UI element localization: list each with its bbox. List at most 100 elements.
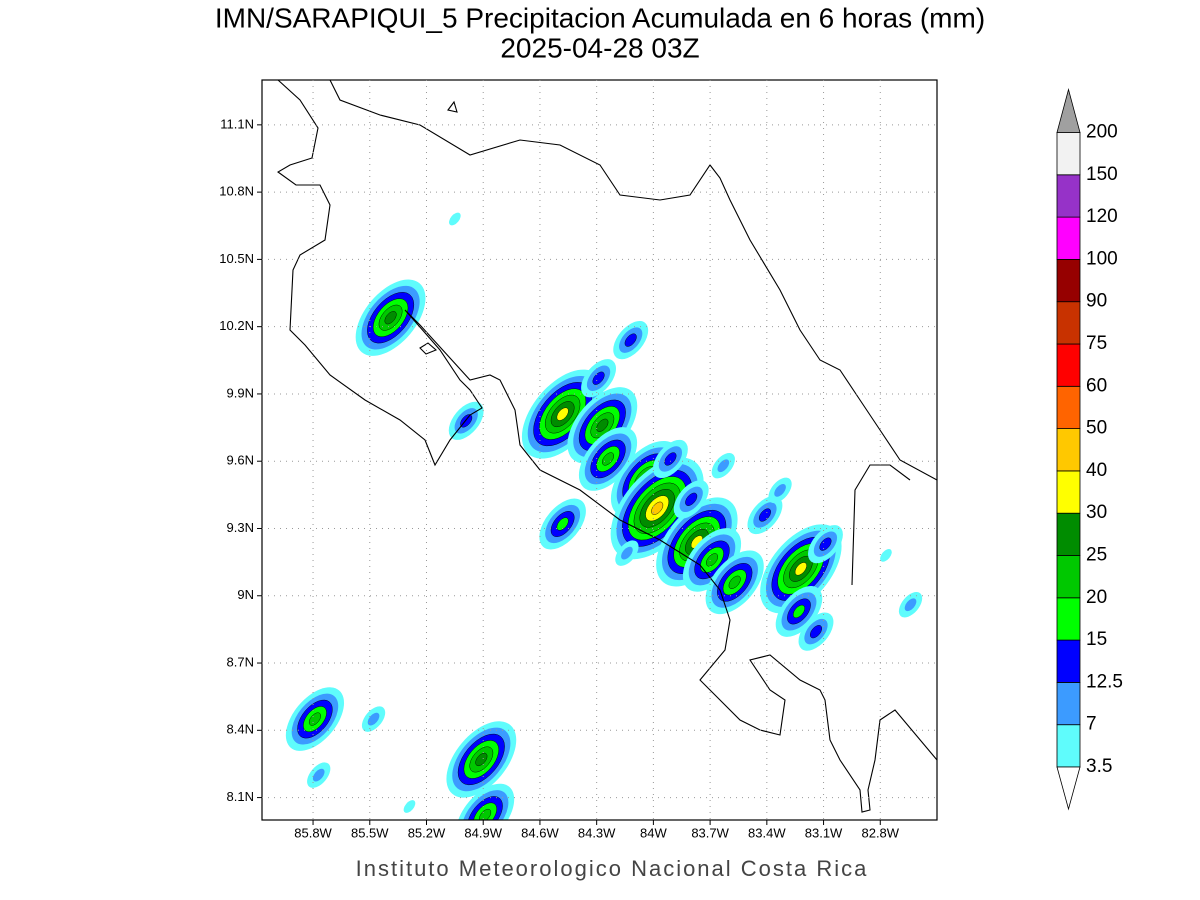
precip-contour <box>819 537 832 551</box>
colorbar-box <box>1056 258 1081 303</box>
colorbar-label: 50 <box>1086 418 1107 439</box>
precip-contour <box>705 553 719 567</box>
precip-contour <box>384 311 397 325</box>
x-tick-label: 84.9W <box>464 825 502 840</box>
y-tick-label: 10.8N <box>219 184 254 199</box>
x-tick-label: 83.7W <box>691 825 729 840</box>
precip-cell <box>613 321 649 360</box>
precip-cell <box>807 525 843 564</box>
colorbar-label: 3.5 <box>1086 756 1112 777</box>
precip-cell <box>449 212 461 226</box>
precip-contour <box>312 768 325 782</box>
y-tick-label: 9.9N <box>227 385 254 400</box>
precip-contour <box>685 492 698 506</box>
colorbar-label: 12.5 <box>1086 671 1123 692</box>
precip-contour <box>308 712 321 726</box>
precip-contour <box>794 562 807 576</box>
x-tick-label: 84.6W <box>521 825 559 840</box>
precip-contour <box>717 459 730 473</box>
x-tick-label: 84W <box>640 825 667 840</box>
precip-contour <box>475 752 488 767</box>
precip-cell <box>682 528 742 592</box>
precip-cell <box>355 279 426 356</box>
y-tick-label: 9.6N <box>227 453 254 468</box>
precip-cell <box>578 427 638 491</box>
colorbar-box <box>1056 132 1081 176</box>
precip-contour <box>601 452 615 466</box>
precip-contour <box>367 712 380 726</box>
precip-cell <box>747 495 783 535</box>
precip-contour <box>904 598 917 612</box>
y-tick-label: 9.3N <box>227 520 254 535</box>
colorbar-box <box>1056 174 1081 218</box>
x-tick-label: 84.3W <box>578 825 616 840</box>
precip-contour <box>592 371 605 385</box>
colorbar-box <box>1056 428 1081 472</box>
precip-layer <box>285 212 923 820</box>
precip-contour <box>880 549 892 562</box>
colorbar-label: 75 <box>1086 333 1107 354</box>
precip-cell <box>403 800 416 813</box>
precip-contour <box>774 484 786 497</box>
y-tick-label: 8.4N <box>227 722 254 737</box>
colorbar-box <box>1056 301 1081 345</box>
precip-cell <box>652 439 688 479</box>
precip-contour <box>621 546 633 560</box>
precip-contour <box>596 418 609 432</box>
colorbar-box <box>1056 385 1081 429</box>
colorbar-label: 15 <box>1086 629 1107 650</box>
precip-cell <box>673 480 709 519</box>
colorbar-box <box>1056 216 1081 260</box>
colorbar-label: 40 <box>1086 460 1107 481</box>
precip-cell <box>446 721 517 798</box>
colorbar-above <box>1056 87 1081 133</box>
colorbar-box <box>1056 512 1081 556</box>
colorbar-box <box>1056 682 1081 726</box>
colorbar-box <box>1056 555 1081 599</box>
precip-cell <box>307 762 331 788</box>
precip-cell <box>880 549 892 562</box>
precip-contour <box>556 407 569 421</box>
colorbar-box <box>1056 470 1081 514</box>
y-tick-label: 10.5N <box>219 251 254 266</box>
plot-frame <box>261 79 938 821</box>
y-tick-label: 11.1N <box>220 116 254 131</box>
x-tick-label: 82.8W <box>861 825 899 840</box>
x-tick-label: 83.4W <box>748 825 786 840</box>
y-tick-label: 10.2N <box>219 318 254 333</box>
coast-pacific <box>276 80 937 813</box>
colorbar-label: 7 <box>1086 714 1097 735</box>
map-footer: Instituto Meteorologico Nacional Costa R… <box>356 856 869 881</box>
colorbar-label: 20 <box>1086 587 1107 608</box>
colorbar-box <box>1056 343 1081 387</box>
colorbar-label: 25 <box>1086 545 1107 566</box>
map-title: IMN/SARAPIQUI_5 Precipitacion Acumulada … <box>215 2 985 33</box>
precip-contour <box>449 212 461 226</box>
colorbar-box <box>1056 724 1081 768</box>
precip-contour <box>403 800 416 813</box>
x-tick-label: 85.2W <box>408 825 446 840</box>
x-tick-label: 85.8W <box>294 825 332 840</box>
y-tick-label: 8.7N <box>227 654 254 669</box>
colorbar-label: 200 <box>1086 122 1118 143</box>
colorbar-box <box>1056 639 1081 683</box>
precip-cell <box>456 783 515 820</box>
border-panama <box>851 464 911 586</box>
precip-cell <box>768 477 792 504</box>
colorbar-label: 120 <box>1086 206 1118 227</box>
precip-cell <box>610 457 704 560</box>
precip-cell <box>898 592 923 618</box>
colorbar-label: 30 <box>1086 502 1107 523</box>
colorbar-below <box>1056 766 1081 811</box>
y-tick-label: 9N <box>237 587 254 602</box>
x-tick-label: 83.1W <box>805 825 843 840</box>
precip-contour <box>651 501 664 515</box>
colorbar-box <box>1056 597 1081 641</box>
precip-cell <box>711 452 735 479</box>
colorbar-label: 100 <box>1086 248 1118 269</box>
y-tick-label: 8.1N <box>227 789 254 804</box>
precip-contour <box>809 625 823 639</box>
colorbar-label: 60 <box>1086 375 1107 396</box>
precip-cell <box>798 612 834 651</box>
